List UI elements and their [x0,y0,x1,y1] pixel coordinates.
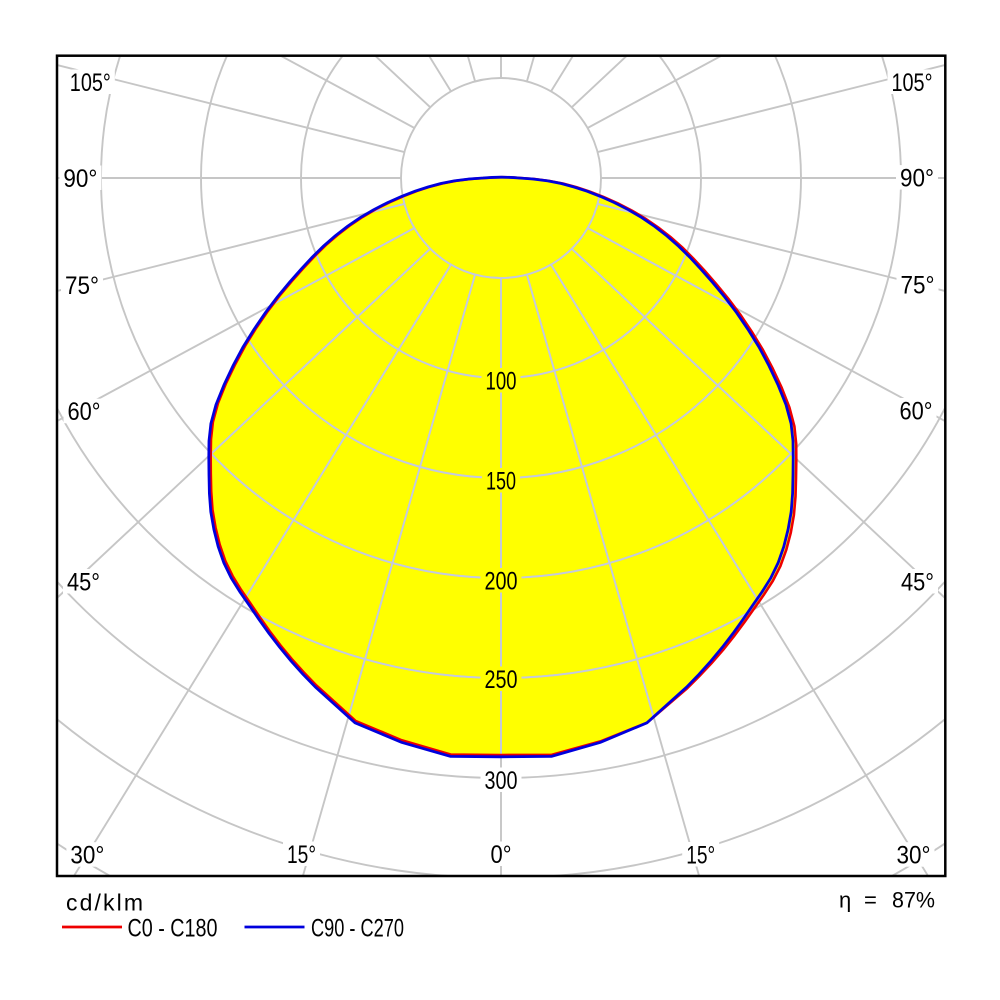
svg-text:15°: 15° [287,841,316,869]
svg-text:300: 300 [485,767,518,795]
svg-text:105°: 105° [70,69,111,97]
svg-text:60°: 60° [900,397,933,425]
svg-text:0°: 0° [491,841,512,869]
svg-text:30°: 30° [897,842,931,870]
svg-text:cd/klm: cd/klm [66,890,143,916]
svg-text:250: 250 [485,666,518,694]
svg-text:45°: 45° [67,568,100,596]
svg-text:C90 - C270: C90 - C270 [311,915,404,943]
svg-text:30°: 30° [70,842,104,870]
svg-text:C0 - C180: C0 - C180 [128,915,218,943]
svg-text:60°: 60° [68,398,101,426]
svg-text:η: η [839,888,851,913]
svg-text:75°: 75° [65,272,99,300]
svg-text:=: = [864,888,877,913]
svg-text:90°: 90° [63,165,97,193]
svg-text:87%: 87% [892,888,935,913]
svg-text:150: 150 [486,467,516,495]
svg-text:75°: 75° [901,271,935,299]
svg-text:200: 200 [485,567,518,595]
svg-text:100: 100 [486,367,517,395]
svg-text:45°: 45° [901,568,934,596]
svg-text:15°: 15° [686,841,715,869]
svg-text:105°: 105° [892,69,933,97]
svg-text:90°: 90° [900,165,934,193]
